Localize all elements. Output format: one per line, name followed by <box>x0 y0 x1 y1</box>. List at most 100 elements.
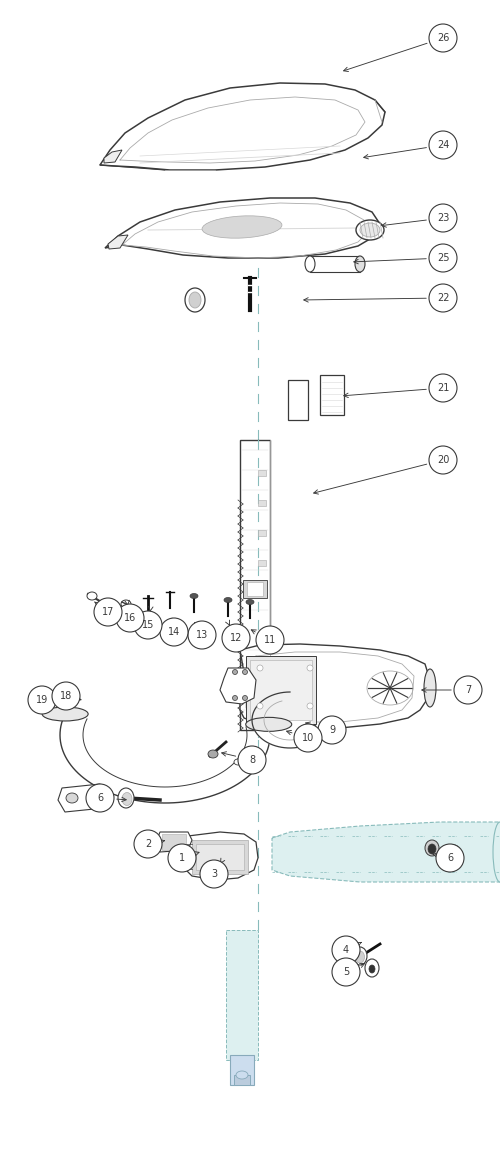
Bar <box>258 470 266 476</box>
Circle shape <box>28 686 56 714</box>
Polygon shape <box>105 199 380 258</box>
Text: 22: 22 <box>437 293 449 303</box>
Text: 10: 10 <box>302 733 314 743</box>
Ellipse shape <box>246 718 292 731</box>
Ellipse shape <box>202 216 282 239</box>
Circle shape <box>332 958 360 986</box>
Ellipse shape <box>305 256 315 271</box>
Ellipse shape <box>185 288 205 313</box>
Text: 14: 14 <box>168 627 180 637</box>
Text: 5: 5 <box>343 967 349 976</box>
Text: 1: 1 <box>179 853 185 862</box>
Bar <box>162 834 186 850</box>
Polygon shape <box>104 150 122 163</box>
Bar <box>196 844 244 870</box>
Circle shape <box>429 446 457 474</box>
Polygon shape <box>288 380 308 419</box>
Ellipse shape <box>360 223 380 237</box>
Circle shape <box>222 624 250 652</box>
Bar <box>250 660 312 720</box>
Ellipse shape <box>257 665 263 671</box>
Circle shape <box>429 204 457 231</box>
Text: 18: 18 <box>60 691 72 701</box>
Bar <box>243 580 267 598</box>
Text: 21: 21 <box>437 383 449 392</box>
Circle shape <box>429 284 457 313</box>
Ellipse shape <box>424 669 436 707</box>
Text: 17: 17 <box>102 607 114 617</box>
Circle shape <box>116 604 144 632</box>
Ellipse shape <box>224 598 232 603</box>
Text: 11: 11 <box>264 634 276 645</box>
Ellipse shape <box>122 792 132 806</box>
Ellipse shape <box>356 220 384 240</box>
Ellipse shape <box>236 1070 248 1079</box>
Polygon shape <box>240 439 270 730</box>
Polygon shape <box>272 822 500 882</box>
Circle shape <box>200 860 228 888</box>
Text: 19: 19 <box>36 694 48 705</box>
Text: 23: 23 <box>437 213 449 223</box>
Text: 20: 20 <box>437 455 449 465</box>
Ellipse shape <box>190 593 198 598</box>
Ellipse shape <box>242 670 248 674</box>
Text: 8: 8 <box>249 756 255 765</box>
Circle shape <box>238 746 266 774</box>
Ellipse shape <box>189 293 201 308</box>
Text: 24: 24 <box>437 140 449 150</box>
Circle shape <box>454 676 482 704</box>
Circle shape <box>52 682 80 710</box>
Ellipse shape <box>493 822 500 882</box>
Circle shape <box>168 844 196 872</box>
Polygon shape <box>252 692 320 748</box>
Circle shape <box>332 936 360 963</box>
Circle shape <box>429 244 457 271</box>
Ellipse shape <box>356 951 364 963</box>
Text: 25: 25 <box>437 253 449 263</box>
Text: 2: 2 <box>145 839 151 850</box>
Ellipse shape <box>425 840 439 857</box>
Circle shape <box>429 374 457 402</box>
Text: 4: 4 <box>343 945 349 955</box>
Ellipse shape <box>353 947 367 965</box>
Bar <box>246 656 316 724</box>
Polygon shape <box>240 644 430 728</box>
Text: 15: 15 <box>142 620 154 630</box>
Ellipse shape <box>232 696 237 700</box>
Circle shape <box>94 598 122 626</box>
Text: 26: 26 <box>437 33 449 43</box>
Bar <box>310 256 360 271</box>
Ellipse shape <box>118 788 134 808</box>
Polygon shape <box>180 832 258 880</box>
Polygon shape <box>108 235 128 249</box>
Bar <box>192 840 248 874</box>
Polygon shape <box>58 784 108 812</box>
Ellipse shape <box>232 670 237 674</box>
Bar <box>247 582 263 596</box>
Ellipse shape <box>428 844 436 854</box>
Polygon shape <box>100 83 385 170</box>
Ellipse shape <box>212 870 224 879</box>
Circle shape <box>436 844 464 872</box>
Ellipse shape <box>209 867 227 881</box>
Ellipse shape <box>121 600 131 607</box>
Circle shape <box>86 784 114 812</box>
Ellipse shape <box>234 759 242 765</box>
Polygon shape <box>320 375 344 415</box>
Circle shape <box>429 130 457 159</box>
Text: 7: 7 <box>465 685 471 694</box>
Polygon shape <box>156 832 192 852</box>
Text: 3: 3 <box>211 870 217 879</box>
Ellipse shape <box>355 256 365 271</box>
Circle shape <box>256 626 284 654</box>
Text: 12: 12 <box>230 633 242 643</box>
Text: 9: 9 <box>329 725 335 736</box>
Ellipse shape <box>66 793 78 803</box>
Polygon shape <box>60 714 270 803</box>
Ellipse shape <box>42 707 88 721</box>
Ellipse shape <box>257 703 263 709</box>
Circle shape <box>318 716 346 744</box>
Bar <box>258 560 266 566</box>
Polygon shape <box>226 929 258 1060</box>
Ellipse shape <box>242 696 248 700</box>
